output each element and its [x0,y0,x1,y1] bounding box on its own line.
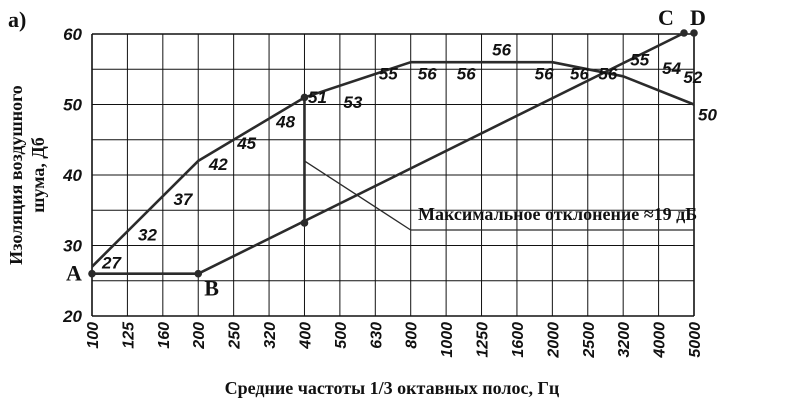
y-tick-label: 40 [62,166,82,185]
y-tick-label: 30 [63,237,82,256]
x-tick-label: 800 [404,322,421,349]
insulation-curve [91,60,695,268]
y-axis-label-line2: шума, Дб [28,137,48,212]
annotation-leader-line [304,160,694,231]
point-c-marker [680,29,688,37]
data-label: 51 [308,88,327,107]
data-label: 56 [598,65,617,84]
data-label: 56 [457,65,476,84]
x-tick-label: 250 [227,322,244,350]
point-a-marker [88,269,96,278]
data-label: 52 [683,68,702,87]
x-tick-label: 100 [85,322,102,349]
x-tick-label: 630 [368,322,385,349]
point-b-label: B [204,276,219,301]
grid [91,33,695,317]
x-tick-label: 5000 [687,322,704,358]
x-tick-label: 160 [156,322,173,349]
data-label: 48 [275,113,295,132]
x-tick-label: 4000 [652,322,669,359]
panel-label: а) [8,7,26,32]
point-a-label: A [66,261,82,286]
x-tick-label: 1000 [439,322,456,358]
point-d-marker [690,29,698,37]
data-label: 45 [236,134,256,153]
data-labels: 27 32 37 42 45 48 51 53 55 56 56 56 56 56 56 55 54 52 50 A B… [66,5,717,301]
y-axis-label-line1: Изоляция воздушного [6,85,26,265]
data-label: 42 [208,155,228,174]
x-tick-label: 2000 [545,322,562,359]
x-tick-label: 200 [191,322,208,350]
data-label: 53 [343,93,362,112]
data-label: 56 [570,65,589,84]
data-label: 37 [173,190,193,209]
x-tick-label: 125 [120,321,137,349]
deviation-annotation: Максимальное отклонение ≈19 дБ [418,204,697,224]
y-tick-label: 50 [63,96,82,115]
x-tick-label: 500 [333,322,350,349]
x-tick-label: 3200 [616,322,633,358]
x-tick-label: 400 [297,322,314,350]
y-tick-label: 60 [63,25,82,44]
deviation-top-point [300,93,309,102]
series-layer [88,29,698,278]
data-label: 56 [418,65,437,84]
y-tick-label: 20 [62,307,82,326]
x-tick-label: 1250 [475,322,492,358]
point-c-label: C [658,5,674,30]
data-label: 50 [698,106,717,125]
x-tick-label: 1600 [510,322,527,358]
data-label: 54 [662,59,681,78]
data-label: 55 [630,51,649,70]
data-label: 32 [138,225,157,244]
data-label: 55 [379,65,398,84]
deviation-bottom-point [300,219,309,227]
x-axis-label: Средние частоты 1/3 октавных полос, Гц [225,378,560,398]
data-label: 56 [535,65,554,84]
x-tick-label: 2500 [581,322,598,359]
ticks: 20 30 40 50 60 100 125 160 200 250 320 400 500 630 800… [62,25,704,359]
x-tick-label: 320 [262,322,279,349]
data-label: 56 [492,41,511,60]
data-label: 27 [101,254,122,273]
point-b-marker [194,269,203,278]
point-d-label: D [690,5,706,30]
